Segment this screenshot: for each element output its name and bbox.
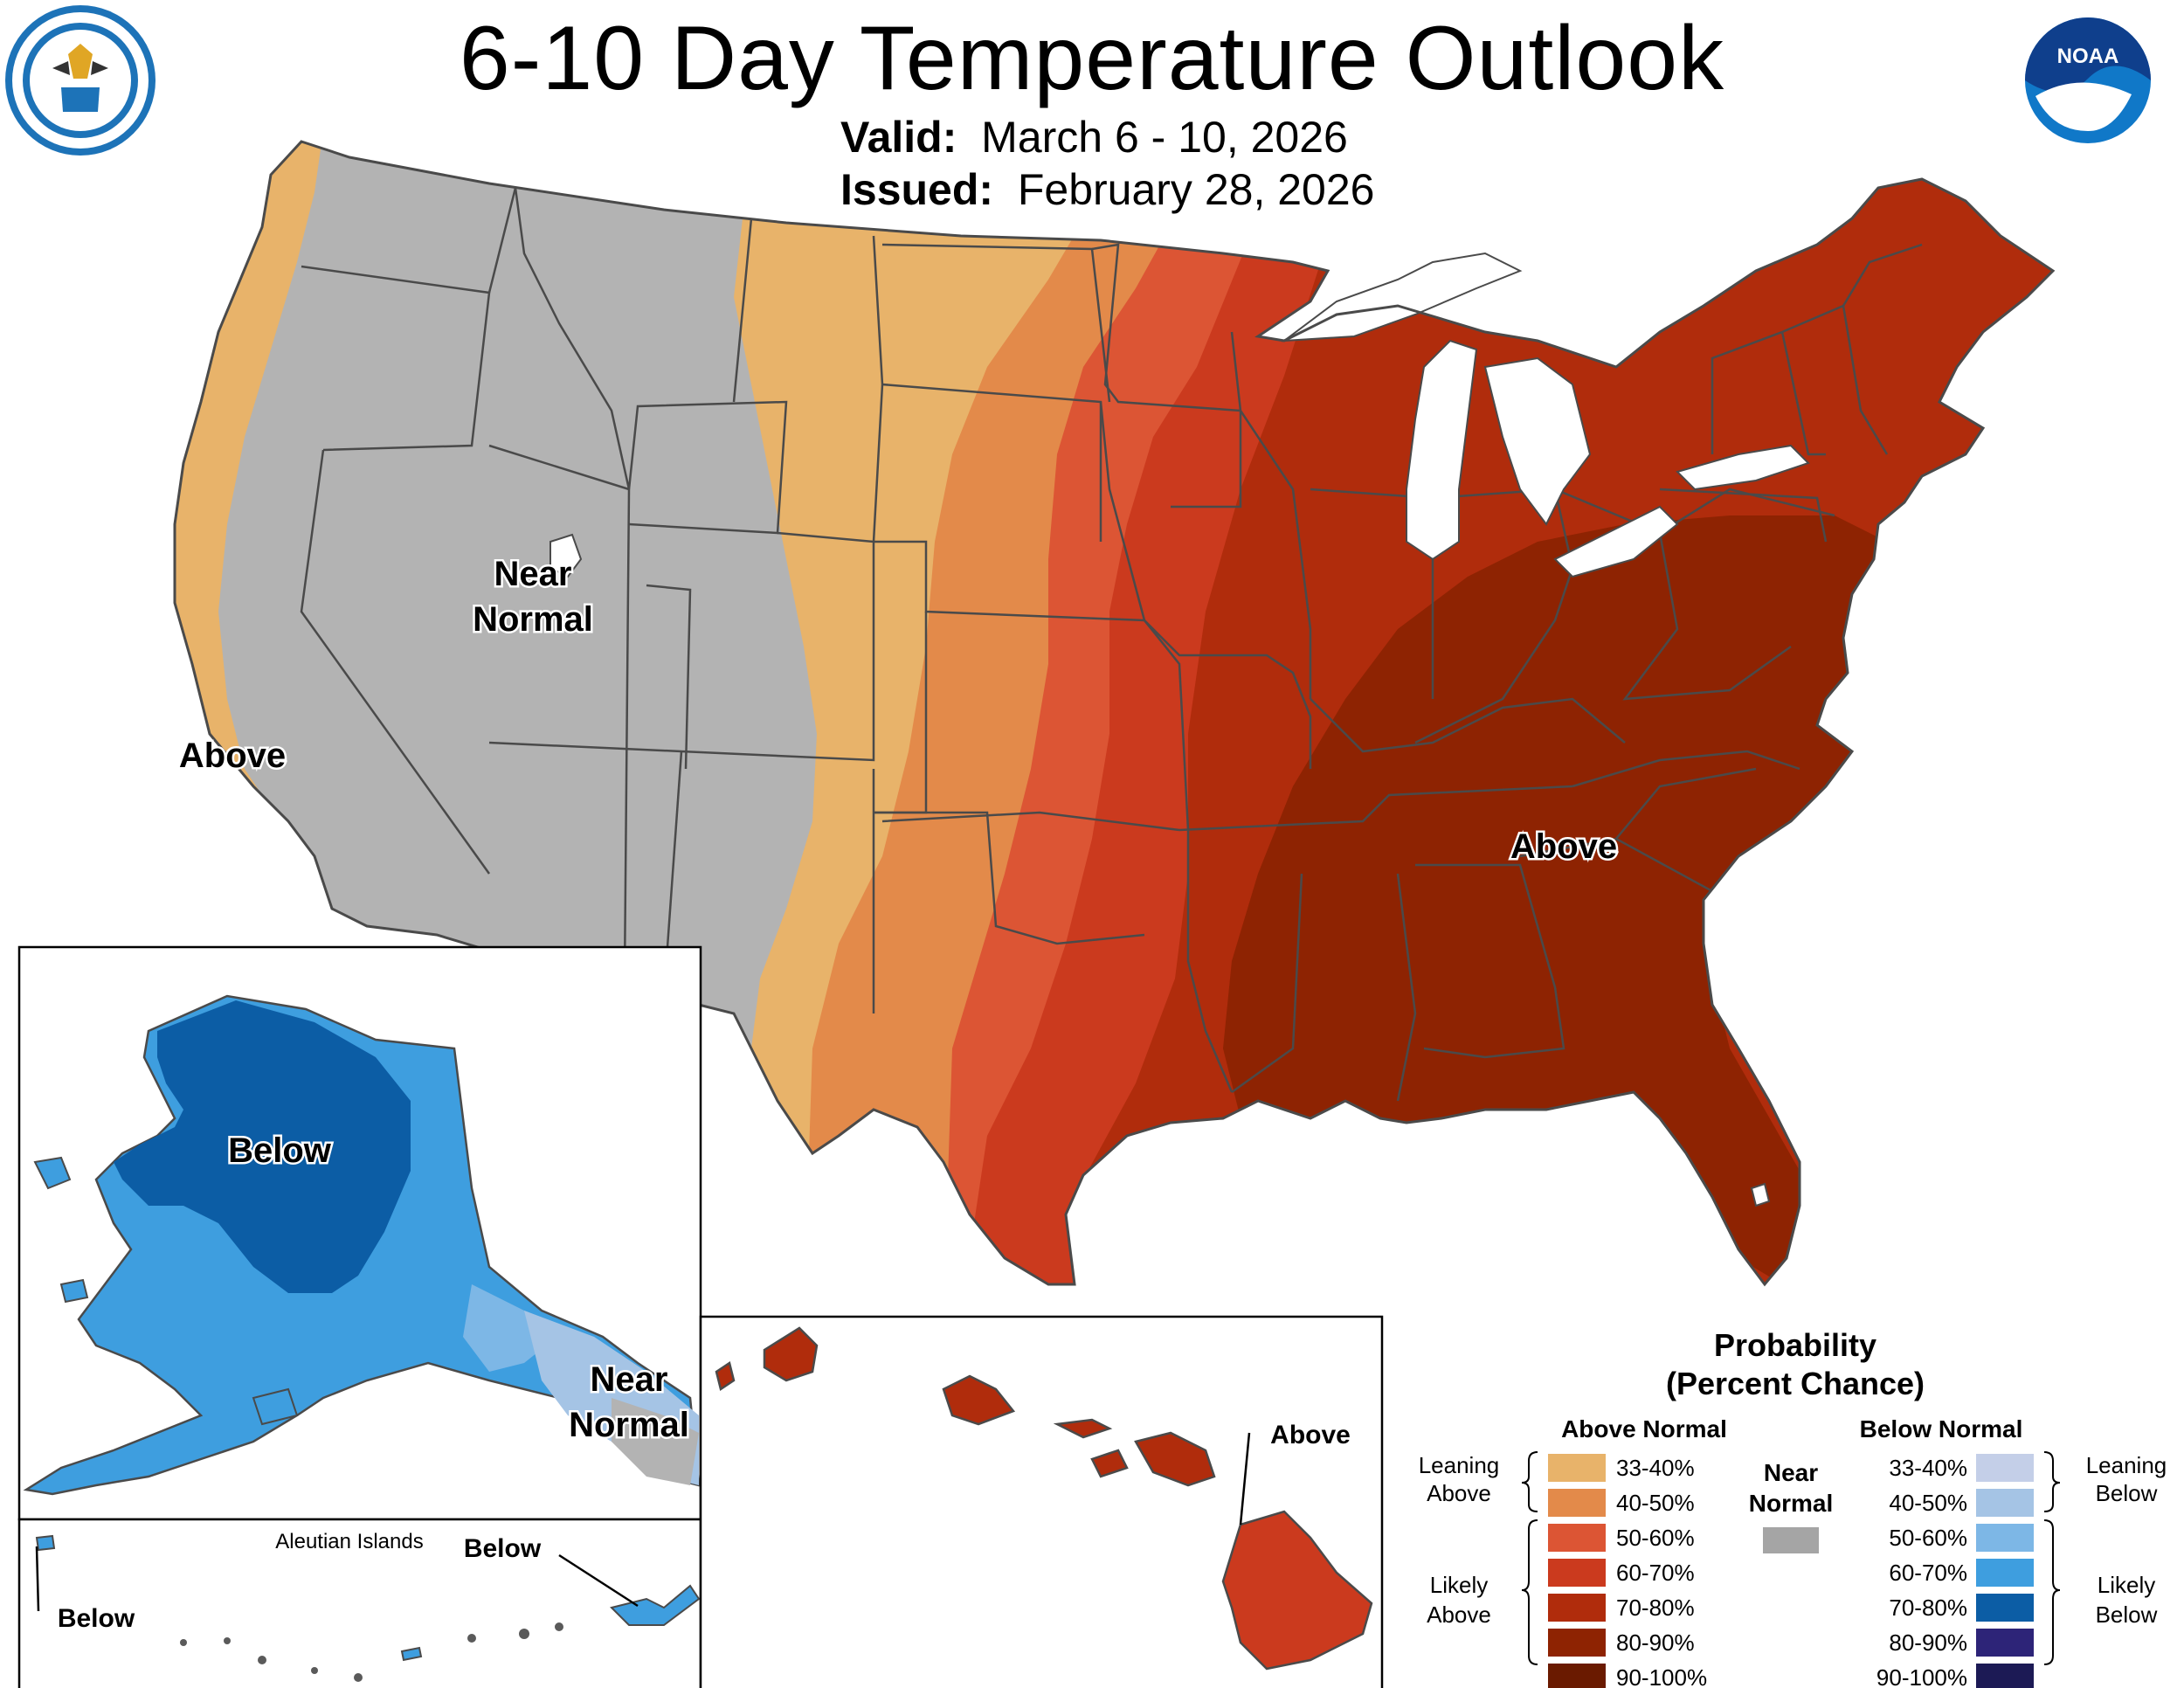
label-alaska-near-line1: Near xyxy=(591,1360,668,1399)
label-above-west: Above xyxy=(179,737,286,775)
legend-below-swatch-6 xyxy=(1976,1664,2034,1688)
legend-leaning-below-line1: Leaning xyxy=(2086,1452,2167,1478)
great-lakes xyxy=(1281,252,1810,578)
near-normal-region xyxy=(218,142,817,1048)
legend-below-range-1: 40-50% xyxy=(1889,1490,1967,1516)
hawaii-inset: Above xyxy=(699,1315,1384,1688)
legend-above-header: Above Normal xyxy=(1561,1415,1727,1442)
legend-above-swatch-1 xyxy=(1548,1489,1606,1517)
valid-label: Valid: xyxy=(840,113,957,162)
aleutian-frame xyxy=(17,1518,702,1688)
legend: Probability (Percent Chance) Above Norma… xyxy=(1419,1327,2167,1688)
legend-below-swatch-3 xyxy=(1976,1559,2034,1587)
alaska-near-normal xyxy=(612,1398,699,1485)
legend-below-range-0: 33-40% xyxy=(1889,1455,1967,1481)
noaa-logo-text: NOAA xyxy=(2057,45,2119,68)
legend-below-range-4: 70-80% xyxy=(1889,1595,1967,1621)
aleutian-islands xyxy=(35,1534,701,1662)
legend-likely-above-line2: Above xyxy=(1427,1602,1491,1628)
issued-value: February 28, 2026 xyxy=(1017,165,1375,214)
valid-value: March 6 - 10, 2026 xyxy=(981,113,1348,162)
legend-above-swatch-0 xyxy=(1548,1454,1606,1482)
legend-below-range-2: 50-60% xyxy=(1889,1525,1967,1551)
legend-near-header-line1: Near xyxy=(1764,1459,1818,1486)
legend-below-swatch-5 xyxy=(1976,1629,2034,1657)
issued-label: Issued: xyxy=(840,165,994,214)
lake-okeechobee xyxy=(1750,1182,1771,1207)
label-aleutian-below-right: Below xyxy=(464,1534,542,1563)
noaa-logo-icon: NOAA xyxy=(2025,17,2151,143)
legend-above-range-1: 40-50% xyxy=(1616,1490,1695,1516)
legend-above-range-0: 33-40% xyxy=(1616,1455,1695,1481)
aleutian-leader-right xyxy=(558,1553,639,1608)
legend-above-swatch-4 xyxy=(1548,1594,1606,1622)
aleutian-inset: Aleutian Islands Below Below xyxy=(17,1518,702,1688)
legend-above-range-4: 70-80% xyxy=(1616,1595,1695,1621)
legend-above-swatch-6 xyxy=(1548,1664,1606,1688)
bracket-likely-below xyxy=(2043,1519,2061,1665)
legend-leaning-above-line2: Above xyxy=(1427,1480,1491,1506)
issued-line: Issued: February 28, 2026 xyxy=(840,164,1374,215)
legend-below-header: Below Normal xyxy=(1860,1415,2023,1442)
bracket-leaning-below xyxy=(2043,1451,2061,1512)
alaska-below-core xyxy=(114,1000,411,1293)
legend-likely-below-line2: Below xyxy=(2096,1602,2158,1628)
legend-below-swatch-0 xyxy=(1976,1454,2034,1482)
legend-below-range-5: 80-90% xyxy=(1889,1629,1967,1656)
legend-above-swatch-3 xyxy=(1548,1559,1606,1587)
legend-below-swatch-1 xyxy=(1976,1489,2034,1517)
legend-below-swatch-2 xyxy=(1976,1524,2034,1552)
bracket-likely-above xyxy=(1521,1519,1538,1665)
legend-above-range-3: 60-70% xyxy=(1616,1560,1695,1586)
legend-above-range-2: 50-60% xyxy=(1616,1525,1695,1551)
label-near-normal-line1: Near xyxy=(494,555,572,593)
hawaii-frame xyxy=(699,1315,1384,1688)
alaska-inset: Below Near Normal xyxy=(17,945,702,1521)
alaska-50-60 xyxy=(463,1284,568,1372)
legend-near-header-line2: Normal xyxy=(1749,1490,1833,1517)
aleutian-title: Aleutian Islands xyxy=(275,1530,423,1553)
legend-leaning-below-line2: Below xyxy=(2096,1480,2158,1506)
legend-likely-above-line1: Likely xyxy=(1430,1572,1488,1598)
hawaii-leader xyxy=(1239,1432,1251,1525)
label-above-southeast: Above xyxy=(1510,827,1617,866)
legend-likely-below-line1: Likely xyxy=(2098,1572,2155,1598)
legend-above-swatch-2 xyxy=(1548,1524,1606,1552)
hawaii-big-island xyxy=(1221,1510,1373,1671)
label-near-normal-line2: Normal xyxy=(473,600,593,639)
legend-near-swatch xyxy=(1763,1527,1819,1553)
legend-above-rows: 33-40% 40-50% 50-60% 60-70% 70-80% 80-90% 90-1… xyxy=(1548,1454,1707,1688)
hawaii-islands xyxy=(715,1326,1216,1487)
band-80-90 xyxy=(1223,515,1887,1284)
legend-above-swatch-5 xyxy=(1548,1629,1606,1657)
legend-below-range-3: 60-70% xyxy=(1889,1560,1967,1586)
legend-title-line1: Probability xyxy=(1714,1327,1876,1363)
great-salt-lake xyxy=(549,533,583,578)
legend-below-swatch-4 xyxy=(1976,1594,2034,1622)
bracket-leaning-above xyxy=(1521,1451,1538,1512)
aleutian-small-islands xyxy=(180,1622,563,1682)
aleutian-leader-left xyxy=(35,1546,40,1612)
legend-below-rows: 33-40% 40-50% 50-60% 60-70% 70-80% 80-90% 90-1… xyxy=(1876,1454,2034,1688)
valid-line: Valid: March 6 - 10, 2026 xyxy=(840,112,1348,163)
label-alaska-near-line2: Normal xyxy=(569,1406,689,1444)
label-aleutian-below-left: Below xyxy=(58,1604,135,1633)
legend-title-line2: (Percent Chance) xyxy=(1666,1366,1925,1401)
alaska-islands xyxy=(33,1156,299,1426)
label-hawaii-above: Above xyxy=(1270,1421,1351,1449)
legend-above-range-6: 90-100% xyxy=(1616,1664,1707,1688)
legend-above-range-5: 80-90% xyxy=(1616,1629,1695,1656)
label-alaska-below: Below xyxy=(228,1131,332,1170)
legend-leaning-above-line1: Leaning xyxy=(1419,1452,1500,1478)
commerce-seal-icon xyxy=(5,5,156,156)
legend-below-range-6: 90-100% xyxy=(1876,1664,1967,1688)
page-title: 6-10 Day Temperature Outlook xyxy=(459,8,1725,109)
